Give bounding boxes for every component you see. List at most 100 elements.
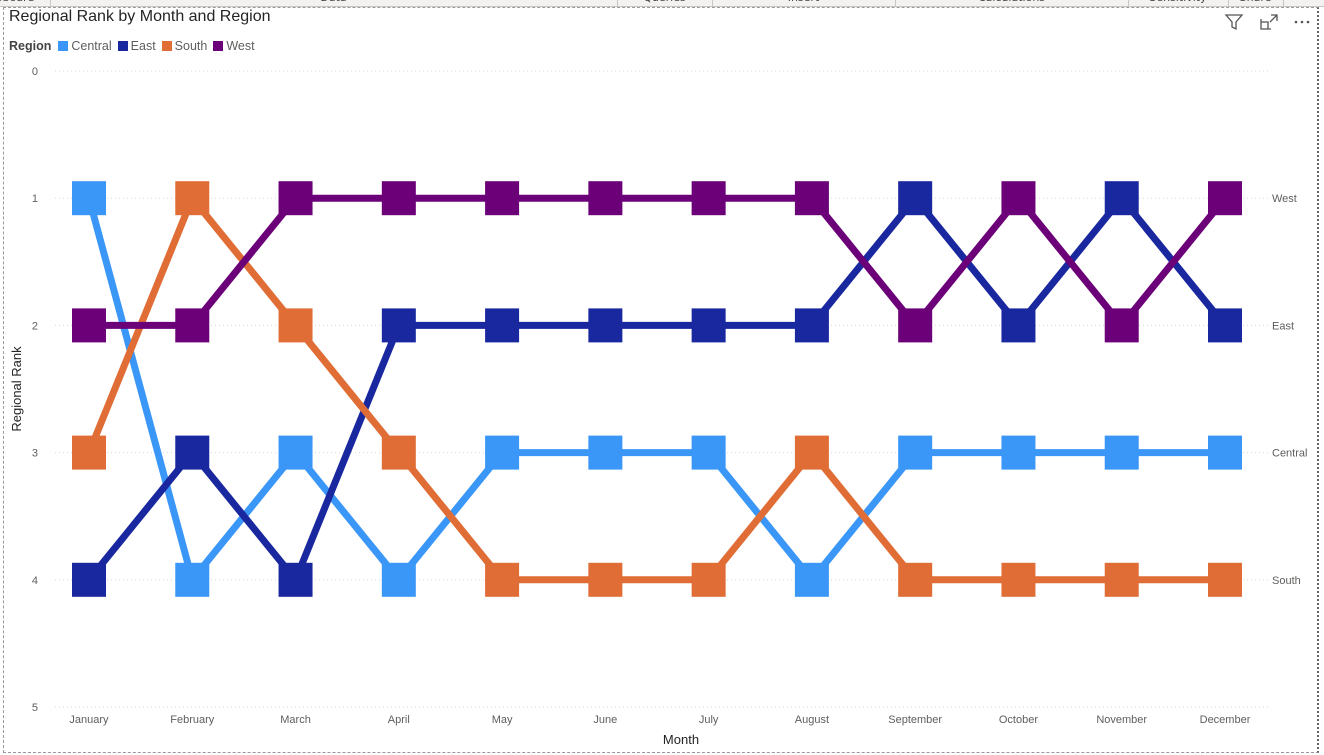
chart-title: Regional Rank by Month and Region [9,8,271,25]
y-axis-title: Regional Rank [9,346,24,432]
marker-south [898,562,933,597]
focus-mode-icon[interactable] [1258,12,1280,32]
more-options-icon[interactable] [1292,12,1314,32]
legend: Region Central East South West [9,39,261,53]
marker-east [1104,181,1139,216]
marker-central [72,181,106,216]
marker-west [381,181,416,216]
series-line-central [85,197,1225,584]
ribbon-group-share[interactable]: Share [1228,0,1284,6]
marker-west [794,181,829,216]
marker-south [381,435,416,470]
ribbon-group-calculations[interactable]: Calculations [895,0,1129,6]
marker-central [794,562,829,597]
marker-east [898,181,933,216]
end-label-central: Central [1272,448,1307,460]
x-tick-label: March [280,714,311,726]
marker-east [588,308,623,343]
marker-west [1208,181,1242,216]
marker-south [1104,562,1139,597]
marker-west [485,181,520,216]
marker-central [588,435,623,470]
marker-central [278,435,313,470]
y-tick-label: 1 [32,193,38,205]
marker-east [381,308,416,343]
x-tick-label: April [388,714,410,726]
legend-title: Region [9,39,52,53]
marker-central [175,562,210,597]
legend-label: East [130,39,156,53]
x-axis-title: Month [663,732,699,747]
marker-west [691,181,726,216]
filter-icon[interactable] [1223,12,1245,32]
legend-label: South [174,39,208,53]
end-label-south: South [1272,575,1301,587]
marker-south [1208,562,1242,597]
marker-west [278,181,313,216]
ribbon-group-insert[interactable]: Insert [712,0,896,6]
marker-east [278,562,313,597]
y-tick-label: 5 [32,702,38,714]
series-line-east [86,194,1228,584]
x-tick-label: November [1096,714,1147,726]
marker-central [1208,435,1242,470]
marker-south [691,562,726,597]
ribbon-group-sensitivity[interactable]: Sensitivity [1128,0,1229,6]
marker-central [898,435,933,470]
x-tick-label: September [888,714,942,726]
x-tick-label: May [492,714,513,726]
ribbon-group-data[interactable]: Data [50,0,618,6]
rank-chart-visual[interactable] [3,7,1319,753]
legend-item-central[interactable]: Central [58,39,112,53]
x-tick-label: January [69,714,109,726]
end-label-east: East [1272,320,1294,332]
marker-central [1001,435,1036,470]
ribbon-group-pboard[interactable]: pboard [0,0,51,6]
marker-central [691,435,726,470]
series-line-west [89,194,1228,329]
y-tick-label: 0 [32,66,38,78]
marker-west [1104,308,1139,343]
marker-west [72,308,106,343]
y-tick-label: 2 [32,320,38,332]
x-tick-label: June [593,714,617,726]
marker-east [691,308,726,343]
legend-swatch [213,41,224,51]
marker-east [175,435,210,470]
legend-label: Central [71,39,112,53]
marker-east [794,308,829,343]
marker-south [1001,562,1036,597]
marker-south [278,308,313,343]
marker-east [1001,308,1036,343]
marker-south [588,562,623,597]
ribbon-group-queries[interactable]: Queries [617,0,713,6]
legend-swatch [117,41,128,51]
marker-west [175,308,210,343]
marker-south [175,181,210,216]
x-tick-label: December [1200,714,1251,726]
legend-item-south[interactable]: South [161,39,208,53]
marker-west [1001,181,1036,216]
marker-south [794,435,829,470]
x-tick-label: July [699,714,719,726]
marker-east [72,562,106,597]
marker-east [485,308,520,343]
legend-label: West [226,39,255,53]
end-label-west: West [1272,193,1297,205]
ribbon: pboardDataQueriesInsertCalculationsSensi… [0,0,1324,7]
marker-central [485,435,520,470]
marker-central [381,562,416,597]
x-tick-label: February [170,714,215,726]
x-tick-label: October [999,714,1038,726]
legend-item-west[interactable]: West [213,39,255,53]
marker-west [588,181,623,216]
y-tick-label: 3 [32,448,38,460]
marker-south [72,435,106,470]
legend-swatch [161,41,172,51]
marker-central [1104,435,1139,470]
y-tick-label: 4 [32,575,38,587]
legend-item-east[interactable]: East [117,39,156,53]
x-tick-label: August [795,714,829,726]
marker-south [485,562,520,597]
